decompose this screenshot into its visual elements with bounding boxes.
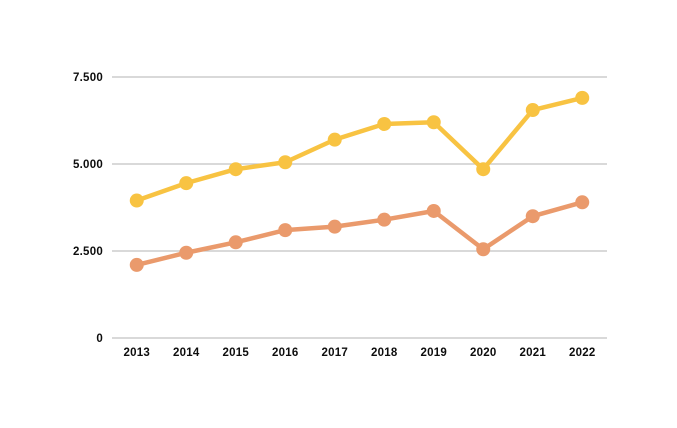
series-yellow-marker (575, 90, 590, 105)
x-tick-label: 2013 (123, 347, 150, 359)
series-orange-line (134, 200, 585, 268)
series-orange-marker (426, 203, 441, 218)
x-tick-label: 2018 (371, 347, 398, 359)
series-yellow-marker (228, 162, 243, 177)
series-orange-marker (525, 209, 540, 224)
series-yellow-marker (377, 116, 392, 131)
y-tick-label: 0 (96, 333, 103, 345)
x-axis-tick-labels: 2013 2014 2015 2016 2017 2018 2019 2020 2021 2022 (123, 347, 595, 359)
x-tick-label: 2022 (569, 347, 596, 359)
series-orange-marker (129, 257, 144, 272)
y-tick-label: 5.000 (73, 159, 103, 171)
y-tick-label: 7.500 (73, 72, 103, 84)
series-yellow-marker (327, 132, 342, 147)
series-yellow-marker (129, 193, 144, 208)
x-tick-label: 2020 (470, 347, 497, 359)
series-yellow-marker (179, 176, 194, 191)
series-orange-marker (327, 219, 342, 234)
series-orange-marker (575, 195, 590, 210)
series-orange-marker (476, 242, 491, 257)
x-tick-label: 2019 (420, 347, 447, 359)
series-orange-marker (228, 235, 243, 250)
series-yellow-marker (426, 115, 441, 130)
series-yellow-line (134, 95, 585, 203)
x-tick-label: 2021 (519, 347, 546, 359)
series-yellow-marker (525, 103, 540, 118)
y-axis-tick-labels: 7.500 5.000 2.500 0 (73, 72, 103, 345)
x-tick-label: 2014 (173, 347, 200, 359)
y-tick-label: 2.500 (73, 246, 103, 258)
x-tick-label: 2015 (222, 347, 249, 359)
x-tick-label: 2016 (272, 347, 299, 359)
series-yellow (129, 90, 590, 208)
series-orange-marker (278, 223, 293, 238)
series-orange-marker (179, 245, 194, 260)
series-yellow-marker (476, 162, 491, 177)
series-orange (129, 195, 590, 272)
series-yellow-marker (278, 155, 293, 170)
data-series (129, 90, 590, 272)
series-orange-marker (377, 212, 392, 227)
x-tick-label: 2017 (321, 347, 348, 359)
